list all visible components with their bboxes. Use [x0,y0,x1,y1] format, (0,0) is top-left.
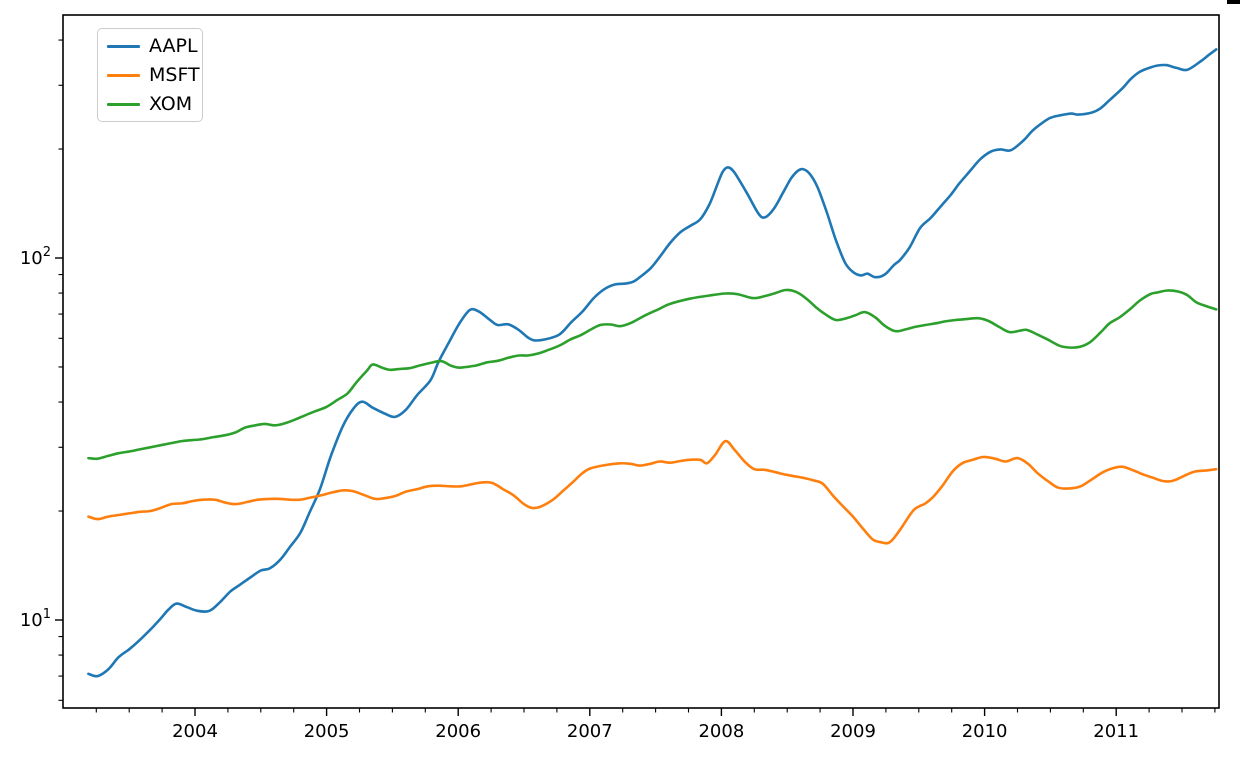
axes-spines [62,14,1220,709]
legend-item-msft: MSFT [107,61,202,89]
y-tick-label-10^2: 102 [20,245,51,269]
xom-line-sample [107,102,140,106]
x-tick-label-2004: 2004 [172,721,218,742]
x-tick-label-2007: 2007 [567,721,613,742]
msft-line [87,439,1218,545]
x-tick-label-2006: 2006 [435,721,481,742]
x-tick-label-2011: 2011 [1093,721,1139,742]
legend-label-xom: XOM [149,92,193,115]
x-tick-label-2010: 2010 [962,721,1008,742]
x-tick-label-2009: 2009 [830,721,876,742]
y-tick-label-10^1: 101 [20,607,51,631]
legend-label-aapl: AAPL [149,34,198,57]
legend-item-xom: XOM [107,90,202,118]
legend: AAPL MSFT XOM [97,28,203,122]
legend-item-aapl: AAPL [107,32,202,60]
msft-line-sample [107,73,140,77]
aapl-line [87,48,1218,678]
x-tick-label-2005: 2005 [304,721,350,742]
xom-line [87,288,1218,461]
x-tick-label-2008: 2008 [698,721,744,742]
legend-label-msft: MSFT [149,63,200,86]
aapl-line-sample [107,44,140,48]
screenshot-corner-artifact [1227,0,1240,4]
